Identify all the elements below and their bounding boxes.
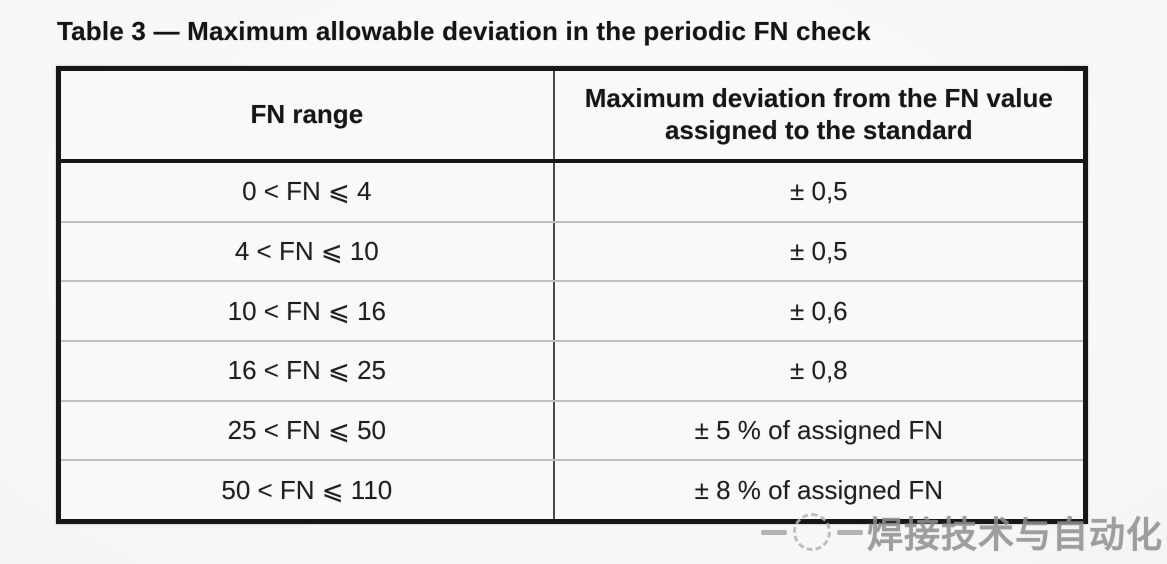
cell-fn-range: 50 < FN ⩽ 110 (61, 461, 555, 520)
cell-fn-range: 10 < FN ⩽ 16 (61, 282, 555, 341)
cell-deviation: ± 0,8 (789, 355, 848, 386)
cell-fn-range: 4 < FN ⩽ 10 (61, 222, 555, 281)
table-row: 16 < FN ⩽ 25 ± 0,8 (61, 342, 1083, 402)
cell-fn-range: 25 < FN ⩽ 50 (61, 401, 555, 460)
cell-fn-range: 0 < FN ⩽ 4 (61, 163, 555, 221)
table-row: 25 < FN ⩽ 50 ± 5 % of assigned FN (61, 401, 1083, 462)
cell-deviation: ± 5 % of assigned FN (694, 415, 943, 446)
table-row: 0 < FN ⩽ 4 ± 0,5 (61, 163, 1083, 223)
cell-deviation: ± 0,5 (789, 176, 848, 207)
table-row: 10 < FN ⩽ 16 ± 0,6 (61, 282, 1083, 343)
header-cell-fn-range: FN range (61, 71, 555, 159)
cell-deviation: ± 0,6 (789, 295, 848, 326)
cell-fn-range: 16 < FN ⩽ 25 (61, 342, 555, 400)
table-row: 4 < FN ⩽ 10 ± 0,5 (61, 222, 1083, 283)
table-row: 50 < FN ⩽ 110 ± 8 % of assigned FN (61, 461, 1083, 520)
header-cell-max-deviation: Maximum deviation from the FN value assi… (584, 83, 1053, 145)
table-header-row: FN range Maximum deviation from the FN v… (61, 71, 1083, 163)
fn-deviation-table: FN range Maximum deviation from the FN v… (56, 66, 1088, 524)
cell-deviation: ± 8 % of assigned FN (694, 474, 943, 505)
table-caption: Table 3 — Maximum allowable deviation in… (57, 16, 871, 46)
cell-deviation: ± 0,5 (789, 236, 848, 266)
